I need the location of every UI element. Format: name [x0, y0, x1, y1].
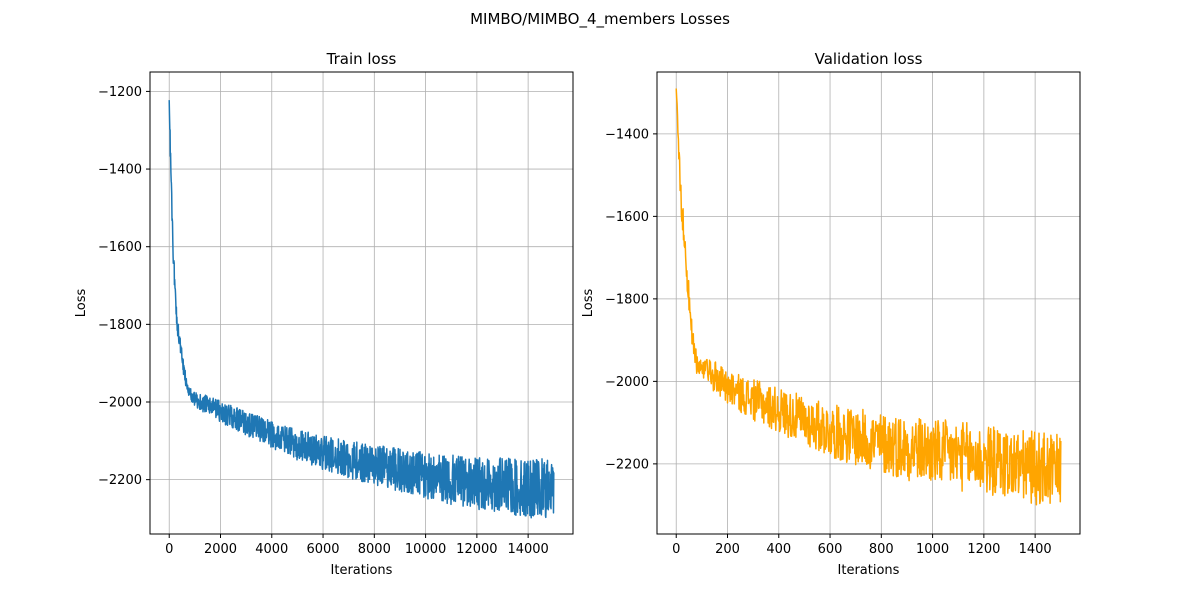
chart-1-y-tick-label: −1400 — [605, 127, 649, 142]
chart-0-y-tick-label: −1800 — [98, 318, 142, 333]
chart-1-x-tick-label: 1000 — [916, 542, 949, 557]
chart-0-x-tick-label: 10000 — [405, 542, 446, 557]
validation-loss-panel: 0 200 400 600 800 1000 1200 1400 −1400 −1600 −1800… — [581, 50, 1081, 578]
chart-0-x-tick-label: 6000 — [306, 542, 339, 557]
chart-0-y-tick-label: −1400 — [98, 163, 142, 178]
chart-1-y-tick-label: −1600 — [605, 210, 649, 225]
chart-1-x-tick-label: 600 — [818, 542, 843, 557]
chart-1-y-tick-label: −2000 — [605, 375, 649, 390]
chart-0-x-tick-label: 14000 — [507, 542, 548, 557]
chart-1-y-tick-label: −2200 — [605, 457, 649, 472]
chart-1-x-tick-label: 200 — [715, 542, 740, 557]
chart-1-series-line — [675, 88, 1062, 506]
chart-0-x-tick-label: 8000 — [358, 542, 391, 557]
chart-1-title: Validation loss — [815, 50, 923, 68]
chart-0-title: Train loss — [326, 50, 397, 68]
chart-0-axes-frame — [149, 71, 574, 535]
figure-suptitle: MIMBO/MIMBO_4_members Losses — [470, 10, 730, 29]
chart-1-y-tick-label: −1800 — [605, 292, 649, 307]
chart-0-y-axis-label: Loss — [74, 289, 89, 318]
chart-0-x-tick-label: 12000 — [456, 542, 497, 557]
chart-0-y-tick-label: −2200 — [98, 473, 142, 488]
chart-0-y-tick-label: −2000 — [98, 396, 142, 411]
chart-1-x-tick-label: 800 — [869, 542, 894, 557]
chart-1-x-tick-label: 400 — [766, 542, 791, 557]
chart-0-y-tick-label: −1600 — [98, 240, 142, 255]
chart-1-x-tick-label: 1200 — [967, 542, 1000, 557]
chart-0-x-tick-label: 0 — [165, 542, 173, 557]
train-loss-panel: 0 2000 4000 6000 8000 10000 12000 14000 −1200 −14… — [74, 50, 574, 578]
chart-0-x-tick-label: 2000 — [204, 542, 237, 557]
chart-0-x-tick-label: 4000 — [255, 542, 288, 557]
chart-0-series-line — [168, 100, 555, 519]
chart-1-axes-frame — [656, 71, 1081, 535]
chart-0-x-axis-label: Iterations — [331, 563, 393, 578]
chart-1-x-tick-label: 0 — [672, 542, 680, 557]
chart-1-x-tick-label: 1400 — [1019, 542, 1052, 557]
chart-1-y-axis-label: Loss — [581, 289, 596, 318]
chart-1-x-axis-label: Iterations — [838, 563, 900, 578]
chart-0-y-tick-label: −1200 — [98, 85, 142, 100]
